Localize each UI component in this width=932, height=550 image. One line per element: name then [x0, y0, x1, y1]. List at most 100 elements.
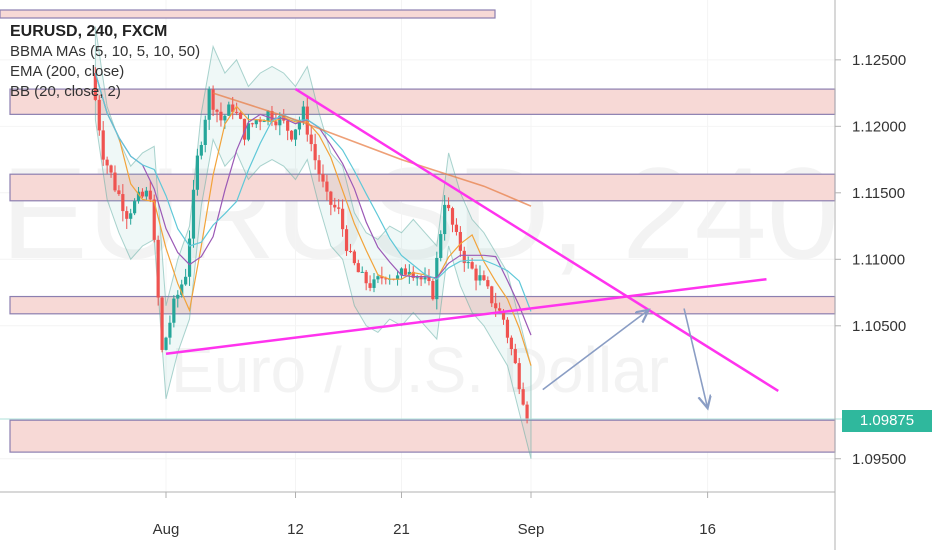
price-tick-label: 1.09500: [852, 451, 906, 468]
candle-body: [329, 191, 333, 205]
candle-body: [203, 119, 207, 145]
candle-body: [415, 277, 419, 279]
candle-body: [431, 280, 435, 300]
moving-average-line: [94, 72, 532, 366]
candle-body: [344, 229, 349, 251]
candle-body: [313, 144, 317, 161]
candle-body: [223, 115, 227, 121]
trendline[interactable]: [165, 278, 767, 355]
candle-body: [368, 283, 372, 288]
candle-body: [419, 277, 423, 280]
candle-body: [372, 279, 376, 288]
candle-body: [250, 123, 254, 125]
candle-body: [348, 250, 353, 252]
candle-body: [305, 106, 309, 135]
candle-body: [242, 118, 247, 140]
candle-body: [215, 109, 219, 112]
candle-body: [140, 191, 145, 197]
candle-body: [109, 165, 113, 173]
candle-body: [211, 89, 215, 110]
candle-body: [309, 134, 313, 145]
candle-body: [356, 263, 360, 273]
trendline[interactable]: [294, 88, 779, 393]
candle-body: [195, 155, 199, 190]
candle-body: [403, 268, 408, 275]
candle-body: [176, 294, 180, 299]
axes: 1.09500 1.10500 1.11000 1.11500 1.12000 1.125…: [0, 0, 906, 550]
candle-body: [93, 73, 97, 100]
ema-200-path: [212, 92, 532, 207]
candle-body: [513, 349, 517, 364]
time-tick-label: 21: [393, 521, 410, 538]
candle-body: [136, 191, 141, 202]
candle-body: [286, 120, 290, 131]
candle-body: [246, 123, 251, 140]
symbol-title[interactable]: EURUSD, 240, FXCM: [10, 23, 168, 40]
top-range-box: [0, 9, 496, 19]
candle-body: [144, 190, 148, 197]
candle-body: [395, 275, 400, 280]
candle-body: [199, 144, 203, 156]
study-bb[interactable]: BB (20, close, 2): [10, 83, 121, 100]
candle-body: [297, 120, 302, 130]
candle-body: [235, 111, 239, 113]
candle-body: [187, 238, 192, 277]
study-bbma[interactable]: BBMA MAs (5, 10, 5, 10, 50): [10, 43, 201, 60]
candle-body: [266, 111, 270, 122]
study-ema[interactable]: EMA (200, close): [10, 63, 125, 80]
candle-body: [317, 160, 321, 175]
candle-body: [289, 130, 294, 140]
candle-body: [258, 119, 262, 122]
candle-body: [172, 298, 176, 323]
candle-body: [321, 174, 325, 182]
projection-arrow: [683, 308, 708, 408]
candle-body: [427, 277, 431, 281]
candle-body: [525, 404, 529, 419]
candle-body: [521, 389, 525, 405]
candle-body: [505, 319, 510, 338]
candle-body: [509, 337, 513, 350]
candle-body: [101, 130, 105, 160]
candle-body: [466, 262, 470, 264]
projection-arrows: [542, 308, 708, 408]
candle-body: [474, 268, 478, 281]
candle-body: [333, 204, 337, 208]
candle-body: [454, 224, 459, 232]
candle-body: [380, 276, 384, 279]
price-tick-label: 1.12500: [852, 52, 906, 69]
candle-body: [191, 189, 196, 239]
candle-body: [501, 310, 506, 320]
candle-body: [125, 211, 129, 219]
candle-body: [462, 250, 466, 264]
candle-body: [494, 303, 498, 309]
candle-body: [293, 129, 298, 140]
candle-body: [227, 104, 231, 116]
candle-body: [490, 286, 494, 304]
sr-zone[interactable]: [9, 419, 836, 453]
candle-body: [121, 194, 125, 212]
candle-body: [219, 111, 223, 121]
candle-body: [341, 208, 345, 230]
candle-body: [278, 115, 282, 126]
chart-legend: EURUSD, 240, FXCM BBMA MAs (5, 10, 5, 10…: [10, 22, 200, 102]
projection-arrow: [542, 310, 649, 391]
candle-body: [156, 239, 160, 298]
trendlines[interactable]: [165, 88, 779, 393]
candle-body: [148, 190, 152, 200]
time-tick-label: Aug: [153, 521, 180, 538]
candle-body: [160, 297, 164, 350]
candle-body: [407, 271, 411, 275]
candle-body: [301, 106, 305, 121]
candle-body: [399, 268, 404, 276]
candle-body: [450, 208, 455, 225]
candle-body: [423, 277, 427, 280]
candle-body: [238, 112, 243, 119]
watermark: EURUSD, 240 Euro / U.S. Dollar: [1, 140, 839, 406]
candle-body: [478, 275, 482, 281]
candle-body: [207, 89, 211, 120]
top-drawing-bar: [0, 9, 496, 19]
candle-body: [270, 111, 274, 122]
candle-body: [262, 121, 266, 123]
price-tick-label: 1.11500: [852, 185, 905, 202]
